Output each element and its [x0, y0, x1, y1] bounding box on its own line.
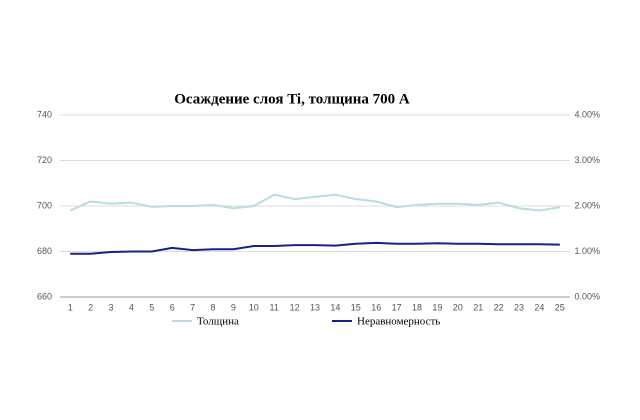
x-tick-label: 16	[371, 302, 381, 312]
x-tick-label: 4	[129, 302, 134, 312]
x-tick-label: 9	[231, 302, 236, 312]
y2-tick-label: 2.00%	[574, 200, 600, 210]
series-line	[69, 193, 560, 212]
y2-tick-label: 1.00%	[574, 246, 600, 256]
x-tick-label: 23	[514, 302, 524, 312]
x-tick-label: 14	[330, 302, 340, 312]
x-tick-label: 19	[432, 302, 442, 312]
y-tick-label: 700	[37, 200, 52, 210]
x-tick-label: 13	[310, 302, 320, 312]
x-tick-label: 11	[270, 302, 279, 312]
y-tick-label: 680	[37, 246, 52, 256]
chart-title: Осаждение слоя Ti, толщина 700 A	[174, 91, 410, 107]
x-tick-label: 22	[494, 302, 504, 312]
series-line	[70, 241, 560, 255]
legend-label: Толщина	[197, 316, 239, 328]
x-tick-label: 7	[190, 302, 195, 312]
x-tick-label: 18	[412, 302, 422, 312]
y2-tick-label: 3.00%	[574, 155, 600, 165]
x-tick-label: 17	[392, 302, 402, 312]
x-tick-label: 21	[473, 302, 483, 312]
x-tick-label: 15	[351, 302, 361, 312]
x-tick-label: 10	[249, 302, 259, 312]
y-tick-label: 660	[37, 291, 52, 301]
y2-tick-label: 4.00%	[574, 109, 600, 119]
x-tick-label: 20	[453, 302, 463, 312]
x-tick-label: 12	[290, 302, 300, 312]
x-tick-label: 24	[534, 302, 544, 312]
y-tick-label: 740	[37, 109, 52, 119]
y-tick-label: 720	[37, 155, 52, 165]
x-tick-label: 5	[149, 302, 154, 312]
x-tick-label: 1	[68, 302, 73, 312]
x-tick-label: 2	[88, 302, 93, 312]
legend-label: Неравномерность	[357, 316, 440, 328]
x-tick-label: 25	[555, 302, 565, 312]
x-tick-label: 6	[170, 302, 175, 312]
x-tick-label: 3	[108, 302, 113, 312]
x-tick-label: 8	[210, 302, 215, 312]
y2-tick-label: 0.00%	[574, 291, 600, 301]
